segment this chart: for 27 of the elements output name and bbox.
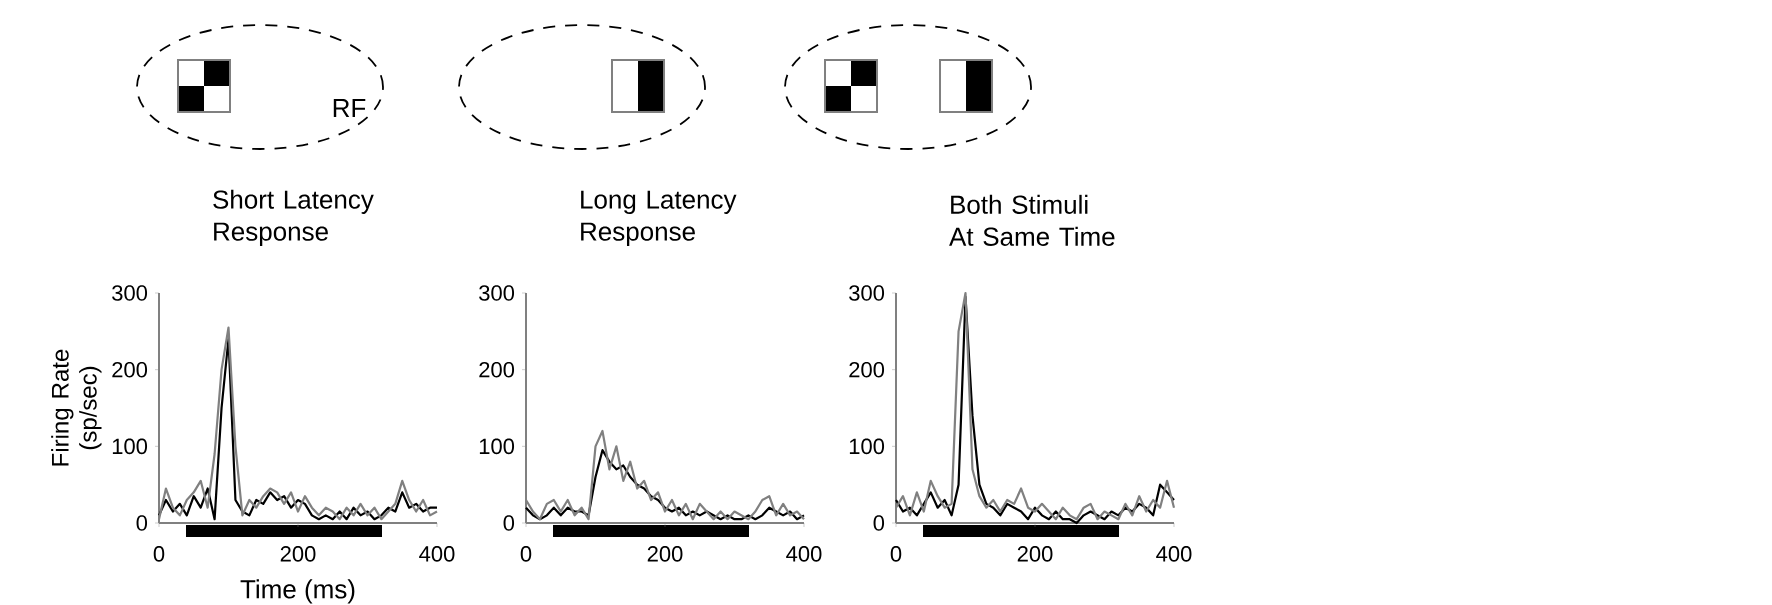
x-tick-label: 200 — [280, 546, 316, 562]
y-tick-label: 0 — [873, 515, 885, 531]
y-tick-label: 0 — [503, 515, 515, 531]
y-axis-title: Firing Rate (sp/sec) — [51, 349, 102, 466]
x-tick-label: 0 — [520, 546, 532, 562]
y-tick-label: 200 — [112, 361, 148, 378]
x-tick-label: 200 — [647, 546, 683, 562]
y-tick-label: 0 — [136, 515, 148, 531]
x-axis-title: Time (ms) — [240, 579, 355, 604]
x-tick-label: 400 — [419, 546, 455, 562]
y-tick-label: 100 — [849, 438, 885, 455]
chart-title: Both Stimuli At Same Time — [949, 194, 1115, 246]
x-tick-label: 0 — [153, 546, 165, 562]
y-tick-label: 100 — [479, 438, 515, 455]
chart-title: Short Latency Response — [213, 189, 374, 246]
x-tick-label: 400 — [1156, 546, 1192, 562]
chart-title: Long Latency Response — [581, 190, 737, 246]
y-tick-label: 300 — [849, 285, 885, 301]
text: RF — [333, 99, 366, 117]
y-tick-label: 300 — [112, 285, 148, 301]
y-tick-label: 100 — [112, 438, 148, 455]
x-tick-label: 200 — [1017, 546, 1053, 562]
y-tick-label: 200 — [479, 361, 515, 378]
x-tick-label: 400 — [786, 546, 822, 562]
x-tick-label: 0 — [890, 546, 902, 562]
y-tick-label: 200 — [849, 361, 885, 378]
y-tick-label: 300 — [479, 285, 515, 301]
